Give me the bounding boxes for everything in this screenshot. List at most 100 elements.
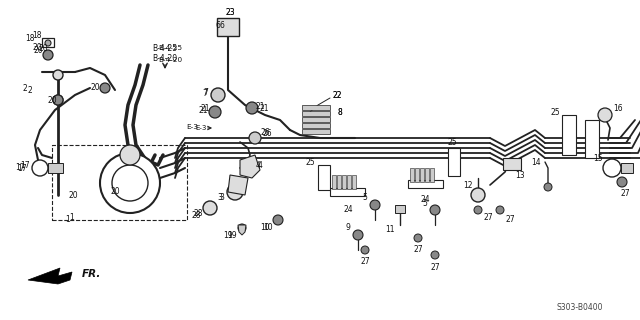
Bar [217,18,239,36]
Circle shape [370,200,380,210]
Bar [585,120,599,158]
Bar [330,188,365,196]
Text: 16: 16 [613,103,623,113]
Text: 3: 3 [218,194,223,203]
Bar [408,180,443,188]
Text: 20: 20 [32,43,42,52]
Bar [448,148,460,176]
Circle shape [45,40,51,46]
Text: 1: 1 [66,215,70,225]
Text: 28: 28 [191,211,201,220]
Bar [42,38,54,47]
Bar [503,158,521,170]
Circle shape [414,234,422,242]
Circle shape [203,201,217,215]
Circle shape [227,184,243,200]
Text: 28: 28 [193,210,203,219]
Text: 18: 18 [32,30,42,39]
Bar [302,105,330,110]
Text: 7: 7 [204,87,209,97]
Text: 20: 20 [47,95,57,105]
Circle shape [474,206,482,214]
Text: 8: 8 [338,108,342,116]
Circle shape [120,145,140,165]
Polygon shape [228,175,248,195]
Text: 24: 24 [343,205,353,214]
Circle shape [53,95,63,105]
Bar [342,175,346,189]
Text: 3: 3 [220,194,225,203]
Text: 21: 21 [255,101,265,110]
Text: B-4-25: B-4-25 [152,44,177,52]
Text: 27: 27 [413,245,423,254]
Text: 13: 13 [515,171,525,180]
Circle shape [598,108,612,122]
Bar [430,168,434,182]
Text: 4: 4 [255,161,260,170]
Text: 23: 23 [225,7,235,17]
Text: 24: 24 [420,196,430,204]
Text: 26: 26 [260,127,270,137]
Circle shape [53,95,63,105]
Text: 19: 19 [227,231,237,241]
Text: 27: 27 [430,262,440,271]
Bar [562,115,576,155]
Bar [425,168,429,182]
Circle shape [43,50,53,60]
Bar [302,111,330,116]
Polygon shape [240,155,260,178]
Bar [415,168,419,182]
Text: 14: 14 [531,157,541,166]
Text: 4: 4 [257,161,262,170]
Text: 25: 25 [447,138,457,147]
Bar [420,168,424,182]
Text: E-3: E-3 [186,124,198,130]
Text: 19: 19 [223,230,233,239]
Circle shape [617,177,627,187]
Text: 20: 20 [38,44,47,52]
Text: 17: 17 [17,164,27,172]
Circle shape [100,153,160,213]
Text: 27: 27 [505,215,515,225]
Bar [48,163,63,173]
Polygon shape [238,225,246,235]
Circle shape [431,251,439,259]
Text: 20: 20 [33,45,43,54]
Text: 17: 17 [15,163,25,172]
Text: 10: 10 [260,222,270,231]
Bar [52,145,187,220]
Text: 12: 12 [463,180,473,189]
Circle shape [544,183,552,191]
Text: 5: 5 [363,194,367,203]
Text: 21: 21 [198,106,208,115]
Bar [347,175,351,189]
Circle shape [249,132,261,144]
Circle shape [496,206,504,214]
Circle shape [273,215,283,225]
Text: FR.: FR. [82,269,101,279]
Text: 25: 25 [550,108,560,116]
Polygon shape [28,268,72,284]
Bar [395,205,405,213]
Circle shape [471,188,485,202]
Circle shape [100,83,110,93]
Circle shape [112,165,148,201]
Circle shape [209,106,221,118]
Circle shape [353,230,363,240]
Text: 27: 27 [620,188,630,197]
Circle shape [361,246,369,254]
Text: 21: 21 [259,103,269,113]
Circle shape [430,205,440,215]
Text: 1: 1 [70,213,74,222]
Text: 20: 20 [110,188,120,196]
Bar [621,163,633,173]
Text: 10: 10 [263,223,273,233]
Text: 25: 25 [305,157,315,166]
Text: 7: 7 [203,89,207,98]
Text: 5: 5 [422,198,428,207]
Text: 8: 8 [338,108,342,116]
Text: B-4-20: B-4-20 [158,57,182,63]
Text: 11: 11 [385,226,395,235]
Text: B-4-25: B-4-25 [158,45,182,51]
Bar [332,175,336,189]
